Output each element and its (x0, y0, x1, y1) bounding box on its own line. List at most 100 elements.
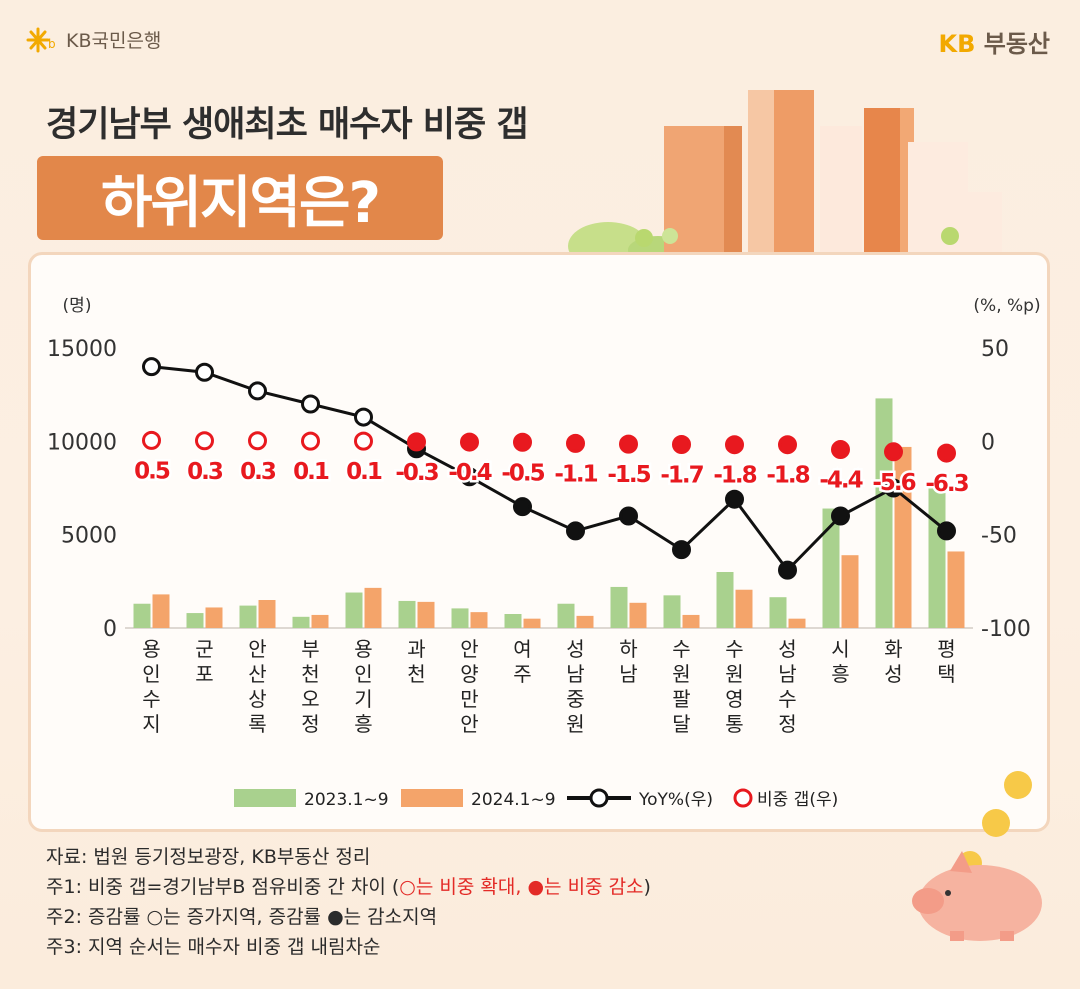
hollow-circle-icon: ○ (399, 876, 416, 898)
yoy-point (142, 357, 161, 377)
filled-circle-icon: ● (527, 876, 545, 898)
bar-2023 (398, 600, 416, 628)
bar-2023 (769, 597, 787, 628)
category-label: 여 (513, 637, 531, 661)
bar-2024 (417, 601, 435, 628)
legend-label-gap: 비중 갭(우) (757, 790, 838, 810)
category-label: 중 (566, 687, 584, 711)
gap-value-label: -1.1 (554, 461, 597, 487)
bar-2024 (311, 614, 329, 628)
category-label: 록 (248, 712, 266, 736)
category-label: 용 (354, 637, 372, 661)
gap-point (566, 433, 585, 453)
legend-label-yoy: YoY%(우) (638, 790, 713, 810)
legend-label-2023: 2023.1~9 (304, 790, 389, 810)
category-label: 포 (195, 662, 213, 686)
category-label: 남 (566, 662, 584, 686)
category-label: 원 (566, 712, 584, 736)
yoy-line (151, 365, 948, 573)
category-label: 화 (884, 637, 902, 661)
gap-value-label: -5.6 (872, 470, 915, 496)
bar-2023 (451, 608, 469, 628)
svg-text:b: b (48, 37, 56, 51)
gap-point (725, 435, 744, 455)
chart-card: (명) (%, %p) 15000 10000 5000 0 50 0 -50 -100 용 인 수 지 군… (28, 252, 1050, 832)
piggy-bank-illustration (912, 771, 1042, 941)
bar-2023 (133, 603, 151, 628)
category-label: 기 (354, 687, 372, 711)
yoy-point (672, 540, 691, 560)
page-title-box: 하위지역은? (37, 156, 443, 240)
left-axis-unit: (명) (63, 296, 92, 316)
category-label: 과 (407, 637, 425, 661)
kb-real-estate-logo: KB 부동산 (939, 24, 1051, 59)
category-label: 정 (301, 712, 319, 736)
note-1-reduce: 는 비중 감소 (544, 876, 644, 898)
yoy-point (884, 478, 903, 498)
right-tick-label: -100 (981, 617, 1031, 642)
left-tick-label: 0 (103, 617, 117, 642)
category-label: 양 (460, 662, 478, 686)
bar-2024 (735, 589, 753, 628)
category-label: 원 (725, 662, 743, 686)
city-buildings-illustration (568, 90, 1002, 256)
category-label: 택 (937, 662, 955, 686)
category-label: 천 (301, 662, 319, 686)
source-note: 자료: 법원 등기정보광장, KB부동산 정리 (46, 846, 371, 868)
category-label: 군 (195, 637, 213, 661)
gap-point (831, 440, 850, 460)
gap-value-label: 0.5 (134, 458, 170, 484)
gap-point (778, 435, 797, 455)
gap-value-label: -1.8 (713, 463, 756, 489)
gap-point (407, 432, 426, 452)
legend-label-2024: 2024.1~9 (471, 790, 556, 810)
bar-2024 (523, 618, 541, 628)
left-tick-label: 15000 (47, 337, 117, 362)
note-2: 주2: 증감률 ○는 증가지역, 증감률 ●는 감소지역 (46, 906, 438, 928)
category-label: 시 (831, 637, 849, 661)
gap-value-label: -1.8 (766, 463, 809, 489)
category-label: 인 (142, 662, 160, 686)
category-label: 상 (248, 687, 266, 711)
bar-2024 (258, 600, 276, 628)
category-label: 수 (142, 687, 160, 711)
note-1-end: ) (643, 876, 651, 898)
category-label: 수 (725, 637, 743, 661)
bar-2024 (576, 615, 594, 628)
kb-bank-logo: b KB국민은행 (26, 26, 161, 53)
gap-value-label: 0.3 (187, 459, 223, 485)
note-3: 주3: 지역 순서는 매수자 비중 갭 내림차순 (46, 936, 381, 958)
page-title: 하위지역은? (100, 170, 381, 236)
category-label: 만 (460, 687, 478, 711)
category-label: 인 (354, 662, 372, 686)
category-label: 원 (672, 662, 690, 686)
gap-point (460, 432, 479, 452)
legend-swatch-2024 (401, 789, 463, 807)
yoy-point (248, 381, 267, 401)
bar-2023 (239, 605, 257, 628)
category-label: 흥 (354, 712, 372, 736)
gap-point (884, 442, 903, 462)
kb-bank-name: KB국민은행 (66, 30, 162, 52)
bar-2024 (629, 602, 647, 628)
category-label: 팔 (672, 687, 690, 711)
category-label: 남 (778, 662, 796, 686)
gap-value-label: 0.1 (346, 459, 382, 485)
bar-2023 (875, 398, 893, 628)
category-label: 남 (619, 662, 637, 686)
kb-star-icon: b (26, 27, 56, 52)
yoy-point (725, 489, 744, 509)
legend-marker-yoy (589, 788, 609, 808)
yoy-point (778, 560, 797, 580)
category-label: 부 (301, 637, 319, 661)
bar-2023 (716, 572, 734, 628)
category-label: 안 (248, 637, 266, 661)
category-label: 통 (725, 712, 743, 736)
yoy-point (195, 362, 214, 382)
bar-2024 (947, 551, 965, 628)
bar-2024 (205, 607, 223, 628)
bar-2023 (822, 508, 840, 628)
gap-value-label: -6.3 (925, 471, 968, 497)
legend-marker-gap (733, 788, 753, 808)
bar-2023 (504, 614, 522, 628)
